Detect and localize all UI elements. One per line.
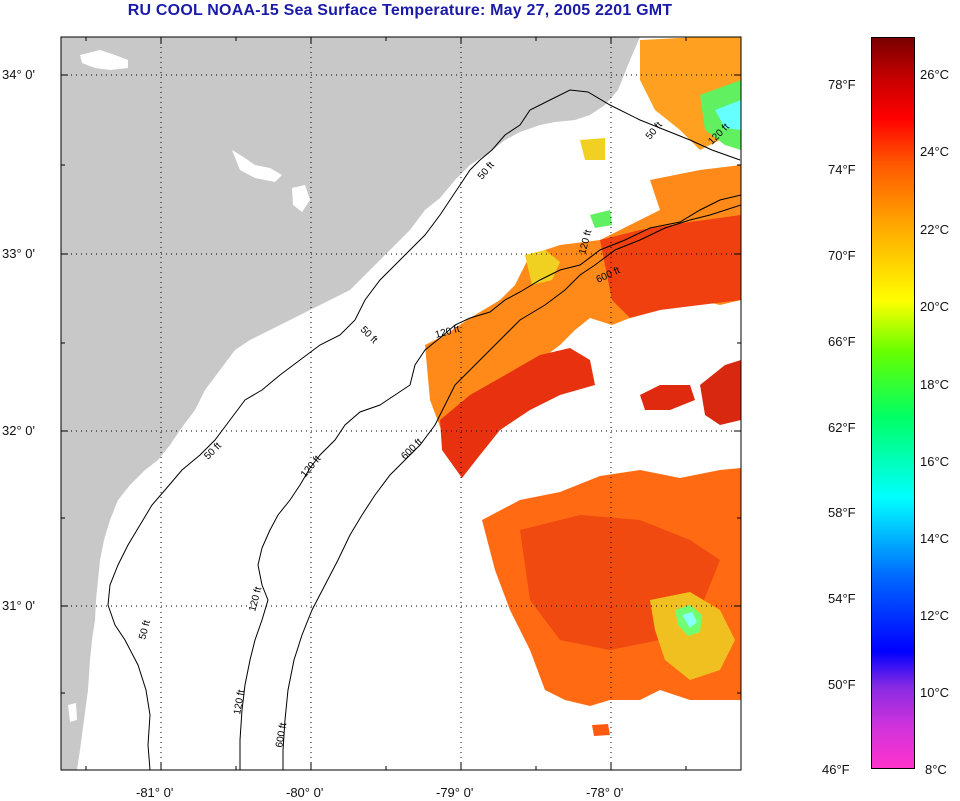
contour-600ft xyxy=(282,204,741,770)
map-title: RU COOL NOAA-15 Sea Surface Temperature:… xyxy=(127,2,673,19)
sst-patch-south-cyan xyxy=(682,612,697,628)
contour-120ft xyxy=(239,194,741,770)
land-mass xyxy=(61,37,640,770)
sst-patch-north-cyan xyxy=(715,100,741,130)
sst-swath-middle-core xyxy=(440,348,595,478)
contour-50ft xyxy=(107,89,741,770)
scale-label-c: 20°C xyxy=(920,299,950,314)
sst-patch-south-yellow xyxy=(650,592,735,680)
lat-label: 32° 0' xyxy=(2,423,35,438)
scale-label-f: 66°F xyxy=(828,334,856,349)
sst-east-band xyxy=(600,215,741,318)
lon-label: -79° 0' xyxy=(436,785,474,800)
grid-lines xyxy=(61,37,741,770)
scale-label-f: 50°F xyxy=(828,677,856,692)
lat-label: 31° 0' xyxy=(2,598,35,613)
color-scale-bar xyxy=(871,37,915,769)
sst-patch-east-red xyxy=(700,360,741,425)
scale-label-f: 78°F xyxy=(828,77,856,92)
lon-label: -80° 0' xyxy=(286,785,324,800)
contour-label: 50 ft xyxy=(137,619,153,641)
lake-1 xyxy=(80,50,128,70)
scale-label-f: 46°F xyxy=(822,762,850,777)
scale-label-c: 16°C xyxy=(920,454,950,469)
lake-4 xyxy=(68,703,77,722)
scale-label-c: 26°C xyxy=(920,67,950,82)
contours xyxy=(107,89,741,770)
map-frame xyxy=(60,36,742,771)
scale-label-c: 10°C xyxy=(920,685,950,700)
sst-patch-tiny xyxy=(592,724,610,736)
scale-label-c: 24°C xyxy=(920,144,950,159)
scale-label-c: 12°C xyxy=(920,608,950,623)
sst-patch-east-small xyxy=(640,385,695,410)
scale-label-c: 22°C xyxy=(920,222,950,237)
contour-label: 120 ft xyxy=(232,689,247,716)
lat-label: 34° 0' xyxy=(2,67,35,82)
lon-label: -81° 0' xyxy=(136,785,174,800)
lat-label: 33° 0' xyxy=(2,246,35,261)
contour-label: 600 ft xyxy=(274,722,289,749)
scale-label-c: 8°C xyxy=(925,762,947,777)
scale-label-f: 70°F xyxy=(828,248,856,263)
scale-label-c: 14°C xyxy=(920,531,950,546)
scale-label-f: 54°F xyxy=(828,591,856,606)
lake-2 xyxy=(232,150,282,182)
sst-patch-green-small xyxy=(590,210,612,228)
lon-label: -78° 0' xyxy=(586,785,624,800)
sst-patch-yellow-small xyxy=(580,138,605,160)
tick-marks xyxy=(61,37,741,770)
sst-patch-northeast xyxy=(650,165,741,215)
lake-3 xyxy=(292,185,310,212)
scale-label-f: 62°F xyxy=(828,420,856,435)
sst-patch-yellow-mid xyxy=(525,250,560,285)
scale-label-f: 74°F xyxy=(828,162,856,177)
scale-label-f: 58°F xyxy=(828,505,856,520)
scale-label-c: 18°C xyxy=(920,377,950,392)
